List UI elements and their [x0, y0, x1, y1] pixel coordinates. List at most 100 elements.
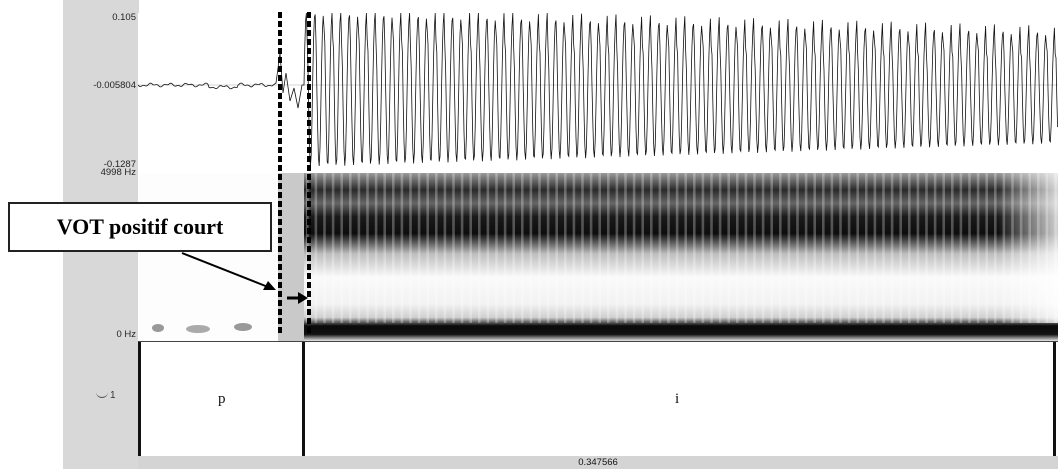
striation [503, 173, 507, 323]
striation [357, 173, 361, 323]
striation [951, 173, 954, 323]
striation [349, 173, 352, 323]
striation [770, 173, 773, 323]
striation [323, 173, 326, 323]
striation [675, 173, 679, 323]
segment-label-i[interactable]: i [675, 391, 680, 407]
striation [572, 173, 576, 323]
tier-number-label: 1 [110, 390, 116, 401]
burst-region [278, 173, 304, 341]
spectrogram-max-freq-label: 4998 Hz [100, 167, 136, 178]
striation [779, 173, 782, 323]
striation [847, 173, 851, 323]
striation [865, 173, 868, 323]
striation [933, 173, 937, 323]
striation [581, 173, 584, 323]
tier-boundary-p-i[interactable] [302, 342, 305, 457]
striation [641, 173, 644, 323]
striation [822, 173, 825, 323]
striation [899, 173, 902, 323]
striation [736, 173, 739, 323]
striation [452, 173, 455, 323]
striation [443, 173, 447, 323]
striation [959, 173, 963, 323]
striation [460, 173, 464, 323]
duration-bar[interactable]: 0.347566 [138, 456, 1058, 469]
striation [985, 173, 988, 323]
segment-label-p[interactable]: p [218, 391, 226, 407]
striation [684, 173, 687, 323]
tier-number[interactable]: 1 [96, 390, 116, 401]
striation [426, 173, 429, 323]
striation [598, 173, 601, 323]
striation [624, 173, 627, 323]
striation [314, 173, 318, 323]
spectrogram-min-freq-label: 0 Hz [116, 329, 136, 340]
glottal-striations [306, 173, 1057, 323]
striation [761, 173, 765, 323]
waveform-panel[interactable] [138, 13, 1058, 173]
striation [392, 173, 395, 323]
striation [521, 173, 524, 323]
striation [908, 173, 911, 323]
fade-region [998, 173, 1058, 323]
tier-boundary-end[interactable] [1053, 342, 1056, 457]
striation [615, 173, 619, 323]
striation [469, 173, 472, 323]
spectrogram-panel[interactable] [138, 173, 1058, 341]
striation [787, 173, 791, 323]
striation [718, 173, 722, 323]
striation [546, 173, 550, 323]
striation [701, 173, 705, 323]
vot-callout-box: VOT positif court [8, 202, 272, 252]
striation [744, 173, 748, 323]
striation [753, 173, 756, 323]
tier-icon [96, 391, 108, 398]
striation [942, 173, 945, 323]
striation [486, 173, 490, 323]
striation [650, 173, 653, 323]
noise-blob [234, 323, 252, 331]
silence-region [138, 173, 278, 341]
striation [890, 173, 894, 323]
striation [435, 173, 438, 323]
striation [306, 173, 309, 323]
striation [727, 173, 730, 323]
striation [374, 173, 378, 323]
striation [916, 173, 920, 323]
waveform-trace [138, 13, 1058, 167]
waveform-max-label: 0.105 [112, 12, 136, 23]
striation [968, 173, 971, 323]
striation [409, 173, 412, 323]
striation [925, 173, 928, 323]
textgrid-tier[interactable]: p i [138, 341, 1058, 457]
striation [856, 173, 859, 323]
striation [564, 173, 567, 323]
striation [538, 173, 541, 323]
striation [839, 173, 842, 323]
striation [804, 173, 808, 323]
waveform-mid-label: -0.005804 [93, 80, 136, 91]
vot-callout-text: VOT positif court [56, 214, 224, 239]
striation [710, 173, 713, 323]
striation [495, 173, 498, 323]
noise-blob [152, 324, 164, 332]
striation [693, 173, 696, 323]
striation [366, 173, 369, 323]
striation [512, 173, 515, 323]
striation [555, 173, 558, 323]
striation [882, 173, 885, 323]
striation [529, 173, 533, 323]
tier-boundary[interactable] [138, 342, 141, 457]
waveform-min-label: -0.1287 [103, 159, 136, 170]
striation [607, 173, 610, 323]
voicing-region [304, 173, 1058, 341]
striation [383, 173, 386, 323]
striation [632, 173, 636, 323]
duration-label: 0.347566 [578, 457, 618, 468]
striation [340, 173, 343, 323]
striation [873, 173, 877, 323]
striation [813, 173, 816, 323]
striation [400, 173, 404, 323]
striation [667, 173, 670, 323]
